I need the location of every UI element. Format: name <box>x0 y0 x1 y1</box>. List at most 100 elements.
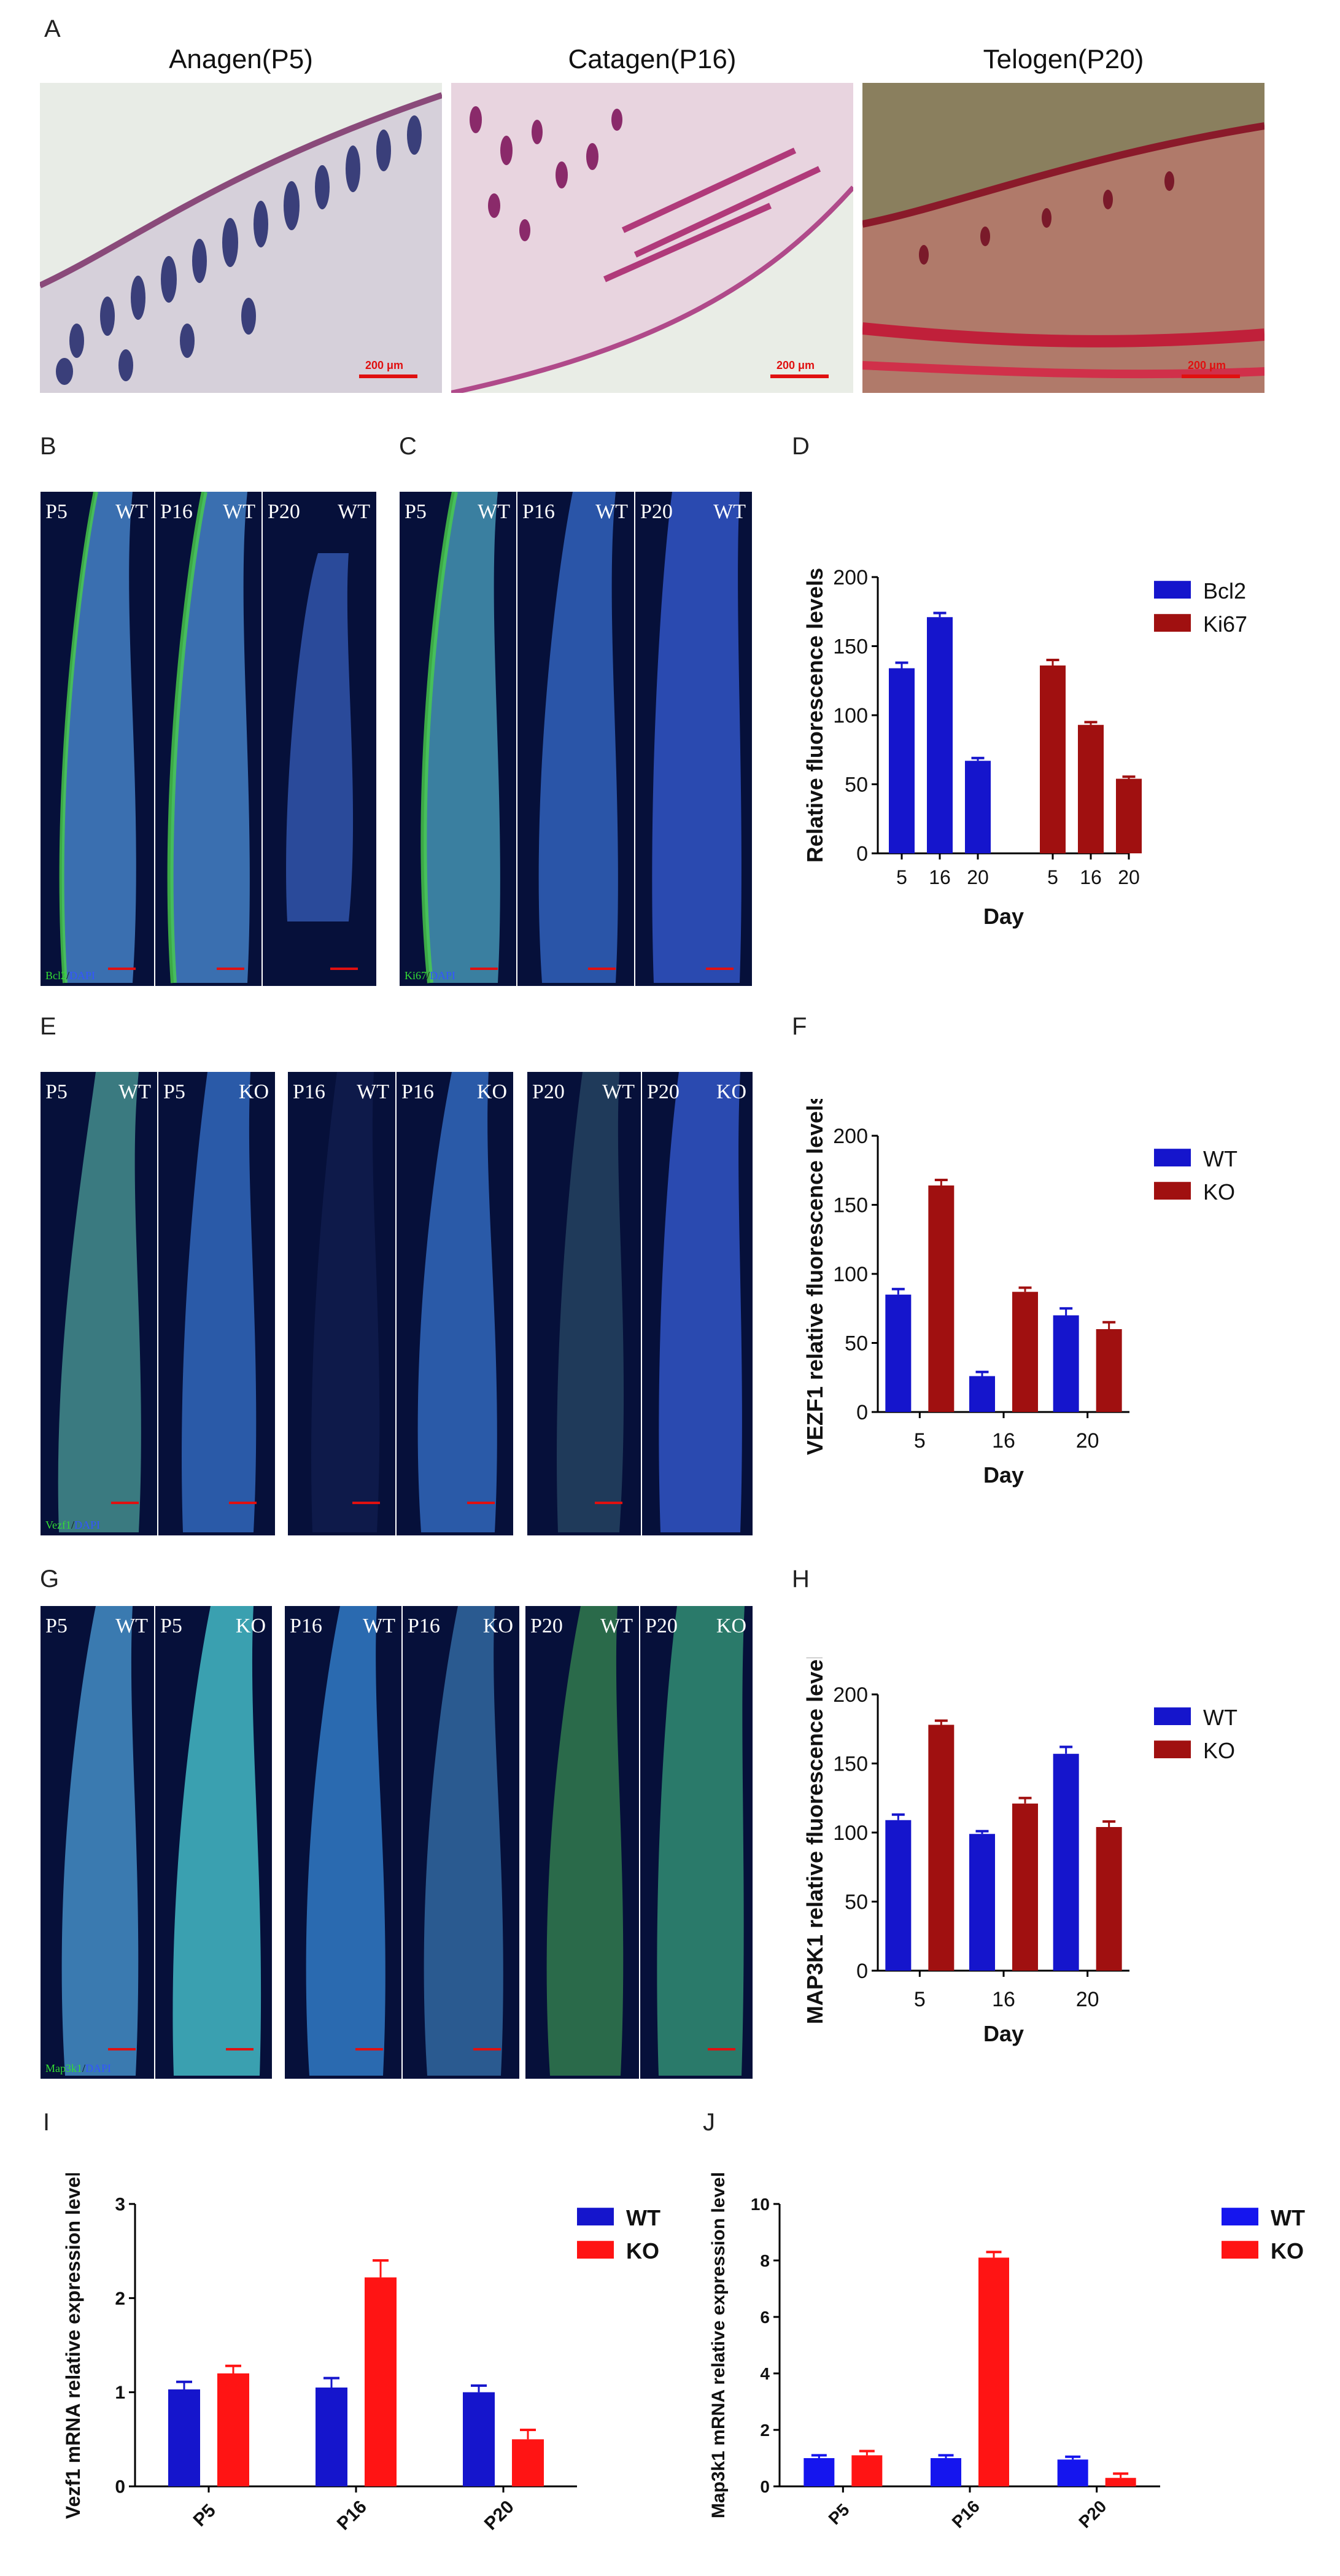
x-tick-label: 16 <box>1080 866 1102 888</box>
bar-Ki67 <box>1040 665 1066 853</box>
panel-letter-e: E <box>40 1013 56 1040</box>
y-tick-label: 0 <box>856 842 868 866</box>
panel-tag: WT <box>223 500 255 523</box>
legend-label: WT <box>626 2205 660 2230</box>
chart-f: 0 50 100 150 200 VEZF1 relative fluorescence … <box>802 1099 1237 1488</box>
x-tick-label: P16 <box>948 2497 983 2532</box>
panel-tag: KO <box>235 1615 266 1637</box>
bar-KO <box>851 2455 883 2486</box>
legend-label: WT <box>1203 1146 1237 1171</box>
bar-Bcl2 <box>889 668 915 853</box>
legend-swatch <box>1154 614 1191 632</box>
histology-image-anagen: 200 μm <box>40 83 442 393</box>
histology-title-telogen: Telogen(P20) <box>983 44 1144 74</box>
y-tick-label: 100 <box>833 704 868 727</box>
panel-tag: WT <box>713 500 746 523</box>
y-tick-label: 150 <box>833 1752 868 1775</box>
bar-WT <box>969 1834 995 1971</box>
panel-tag: P20 <box>640 500 673 523</box>
bar-KO <box>512 2439 544 2486</box>
bar-KO <box>928 1185 955 1412</box>
x-tick-label: 5 <box>914 1429 926 1453</box>
legend-label: KO <box>626 2238 659 2264</box>
panel-tag: P5 <box>405 500 427 523</box>
bar-KO <box>365 2277 397 2486</box>
y-axis-title: Relative fluorescence levels <box>802 568 827 863</box>
fluorescence-panel-b-3: P20 WT <box>262 491 377 987</box>
fluorescence-panel-e-2: P5 KO <box>158 1071 276 1536</box>
panel-tag: WT <box>602 1080 635 1103</box>
panel-tag: WT <box>357 1080 389 1103</box>
histology-image-catagen: 200 μm <box>451 83 853 393</box>
legend-label: WT <box>1203 1705 1237 1730</box>
bar-KO <box>1012 1803 1038 1971</box>
legend-label: Bcl2 <box>1203 578 1246 603</box>
panel-tag: P16 <box>408 1615 440 1637</box>
y-tick-label: 0 <box>856 1960 868 1983</box>
legend-swatch <box>577 2241 614 2259</box>
y-tick-label: 100 <box>833 1821 868 1845</box>
fluorescence-panel-e-6: P20 KO <box>641 1071 753 1536</box>
legend-label: WT <box>1271 2205 1305 2230</box>
x-tick-label: 16 <box>929 866 951 888</box>
bar-WT <box>1053 1753 1079 1971</box>
panel-letter-j: J <box>703 2109 715 2136</box>
scale-bar-label-anagen: 200 μm <box>365 359 404 371</box>
y-tick-label: 150 <box>833 635 868 658</box>
panel-tag: KO <box>238 1080 269 1103</box>
fluorescence-panel-e-1: P5 WT Vezf1/DAPI <box>40 1071 158 1536</box>
bar-WT <box>885 1294 912 1412</box>
histology-image-telogen: 200 μm <box>862 83 1264 393</box>
chart-d: 0 50 100 150 200 Relative fluorescence levels… <box>802 566 1247 929</box>
panel-tag: P5 <box>163 1080 185 1103</box>
y-axis-title: VEZF1 relative fluorescence levels <box>802 1099 827 1455</box>
x-tick-label: 20 <box>1118 866 1140 888</box>
fluorescence-panel-g-6: P20 KO <box>640 1605 753 2079</box>
y-tick-label: 3 <box>115 2195 125 2215</box>
legend-swatch <box>1154 1149 1191 1166</box>
fluorescence-panel-b-2: P16 WT <box>155 491 262 987</box>
panel-tag: P20 <box>530 1615 563 1637</box>
legend-label: Ki67 <box>1203 611 1247 637</box>
panel-tag: P5 <box>45 1615 68 1637</box>
x-tick-label: 16 <box>992 1988 1015 2011</box>
legend-swatch <box>1222 2241 1258 2259</box>
bar-WT <box>168 2389 200 2486</box>
y-tick-label: 4 <box>760 2364 770 2383</box>
chart-i: 0 1 2 3 Vezf1 mRNA relative expression level… <box>62 2173 660 2534</box>
fluorescence-panel-g-3: P16 WT <box>284 1605 402 2079</box>
y-tick-label: 10 <box>751 2195 770 2214</box>
bar-WT <box>1053 1315 1079 1412</box>
scale-bar-label-telogen: 200 μm <box>1188 359 1226 371</box>
scale-bar-label-catagen: 200 μm <box>777 359 815 371</box>
bar-WT <box>969 1376 995 1412</box>
panel-tag: WT <box>478 500 510 523</box>
y-axis-title: MAP3K1 relative fluorescence levels <box>802 1658 827 2024</box>
panel-letter-h: H <box>792 1565 810 1593</box>
y-tick-label: 200 <box>833 1125 868 1148</box>
panel-letter-d: D <box>792 433 810 460</box>
x-tick-label: 20 <box>1076 1988 1099 2011</box>
panel-tag: P16 <box>290 1615 322 1637</box>
panel-tag: P20 <box>647 1080 680 1103</box>
x-tick-label: 16 <box>992 1429 1015 1453</box>
panel-tag: P20 <box>645 1615 678 1637</box>
bar-WT <box>463 2392 495 2486</box>
panel-tag: WT <box>595 500 628 523</box>
panel-tag: P5 <box>160 1615 182 1637</box>
fluorescence-panel-g-5: P20 WT <box>525 1605 640 2079</box>
y-tick-label: 0 <box>760 2477 770 2496</box>
y-tick-label: 50 <box>845 773 868 796</box>
y-tick-label: 8 <box>760 2251 770 2270</box>
bar-WT <box>1057 2459 1088 2486</box>
legend-label: KO <box>1203 1179 1235 1205</box>
panel-tag: WT <box>600 1615 633 1637</box>
y-tick-label: 50 <box>845 1332 868 1355</box>
panel-tag: P20 <box>268 500 300 523</box>
legend-swatch <box>1154 1707 1191 1725</box>
legend-swatch <box>1154 1740 1191 1758</box>
histology-title-catagen: Catagen(P16) <box>568 44 737 74</box>
y-tick-label: 6 <box>760 2308 770 2327</box>
x-tick-label: 5 <box>914 1988 926 2011</box>
